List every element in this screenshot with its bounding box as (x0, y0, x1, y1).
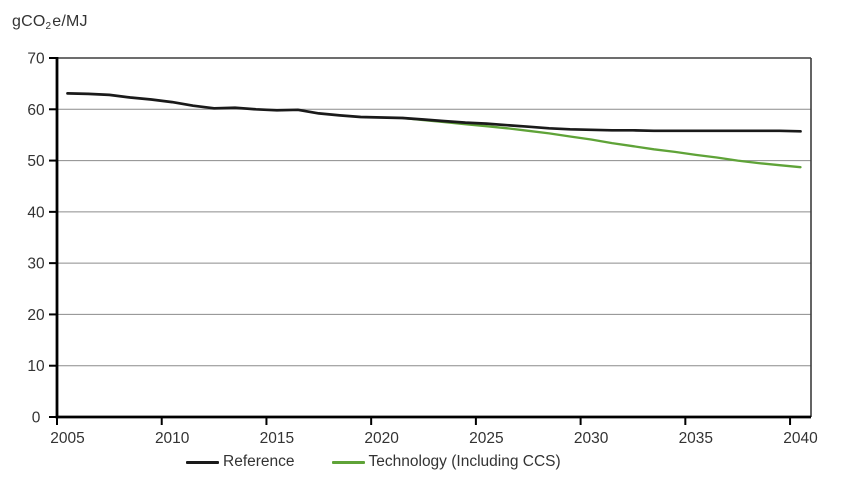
technology-line (401, 116, 802, 169)
y-tick-label-40: 40 (27, 204, 45, 221)
y-tick-label-70: 70 (27, 51, 45, 68)
y-tick-label-0: 0 (32, 410, 41, 427)
x-tick-label-2005: 2005 (50, 430, 84, 447)
x-tick-label-2030: 2030 (574, 430, 609, 447)
legend-label-technology: Technology (Including CCS) (368, 453, 561, 470)
y-axis-unit-suffix: e/MJ (52, 13, 88, 30)
y-tick-label-20: 20 (27, 307, 45, 324)
legend-item-technology: Technology (Including CCS) (331, 453, 561, 471)
y-axis-unit-label: gCO2e/MJ (12, 13, 88, 32)
technology-line-swatch (331, 460, 365, 464)
y-tick-label-60: 60 (27, 102, 45, 119)
x-tick-label-2035: 2035 (679, 430, 713, 447)
x-tick-label-2020: 2020 (364, 430, 399, 447)
y-axis-unit-prefix: gCO (12, 13, 46, 30)
reference-line-swatch (186, 460, 219, 464)
legend-label-reference: Reference (223, 453, 295, 470)
chart-legend: Reference Technology (Including CCS) (186, 453, 561, 471)
x-tick-label-2015: 2015 (260, 430, 294, 447)
legend-item-reference: Reference (186, 453, 295, 471)
y-tick-label-50: 50 (27, 153, 45, 170)
reference-line (66, 92, 802, 133)
y-tick-label-10: 10 (27, 358, 45, 375)
x-tick-label-2010: 2010 (155, 430, 190, 447)
y-tick-label-30: 30 (27, 256, 45, 273)
x-tick-label-2025: 2025 (469, 430, 503, 447)
y-axis-unit-subscript: 2 (45, 21, 52, 32)
x-tick-label-2040: 2040 (783, 430, 818, 447)
